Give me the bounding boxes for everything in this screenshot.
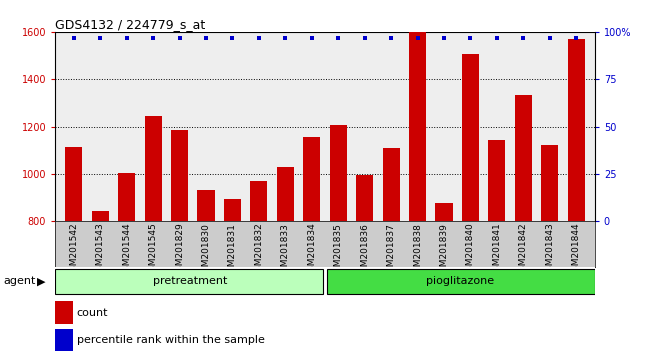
Text: GSM201842: GSM201842 — [519, 223, 528, 277]
Bar — [462, 55, 479, 221]
Text: GSM201830: GSM201830 — [202, 223, 211, 278]
Bar — [409, 32, 426, 221]
Text: agent: agent — [3, 276, 36, 286]
Text: pretreatment: pretreatment — [153, 276, 228, 286]
Bar — [118, 173, 135, 221]
Bar — [277, 167, 294, 221]
Text: GSM201832: GSM201832 — [254, 223, 263, 278]
Text: percentile rank within the sample: percentile rank within the sample — [77, 335, 265, 345]
Text: GSM201839: GSM201839 — [439, 223, 448, 278]
Text: GSM201833: GSM201833 — [281, 223, 290, 278]
Bar — [356, 175, 373, 221]
Text: GSM201829: GSM201829 — [175, 223, 184, 278]
Bar — [303, 137, 320, 221]
Bar — [171, 130, 188, 221]
Text: GSM201843: GSM201843 — [545, 223, 554, 278]
Bar — [55, 329, 73, 351]
Bar — [92, 211, 109, 221]
Bar — [55, 269, 324, 294]
Bar — [65, 147, 83, 221]
Text: GSM201542: GSM201542 — [70, 223, 78, 277]
Text: GSM201840: GSM201840 — [466, 223, 475, 278]
Text: pioglitazone: pioglitazone — [426, 276, 494, 286]
Bar — [55, 302, 73, 324]
Bar — [382, 148, 400, 221]
Bar — [515, 95, 532, 221]
Bar — [144, 116, 162, 221]
Text: GSM201835: GSM201835 — [333, 223, 343, 278]
Bar — [541, 145, 558, 221]
Bar — [567, 39, 585, 221]
Bar — [330, 125, 347, 221]
Text: GDS4132 / 224779_s_at: GDS4132 / 224779_s_at — [55, 18, 205, 31]
Text: GSM201838: GSM201838 — [413, 223, 422, 278]
Bar — [224, 199, 241, 221]
Text: GSM201545: GSM201545 — [149, 223, 157, 278]
Text: ▶: ▶ — [36, 276, 46, 286]
Text: count: count — [77, 308, 109, 318]
Bar — [326, 269, 595, 294]
Bar — [250, 181, 268, 221]
Text: GSM201831: GSM201831 — [228, 223, 237, 278]
Text: GSM201834: GSM201834 — [307, 223, 317, 278]
Text: GSM201544: GSM201544 — [122, 223, 131, 277]
Text: GSM201844: GSM201844 — [572, 223, 580, 277]
Text: GSM201543: GSM201543 — [96, 223, 105, 278]
Text: GSM201841: GSM201841 — [493, 223, 501, 278]
Bar — [488, 139, 506, 221]
Bar — [436, 204, 452, 221]
Bar — [198, 190, 214, 221]
Text: GSM201836: GSM201836 — [360, 223, 369, 278]
Text: GSM201837: GSM201837 — [387, 223, 396, 278]
